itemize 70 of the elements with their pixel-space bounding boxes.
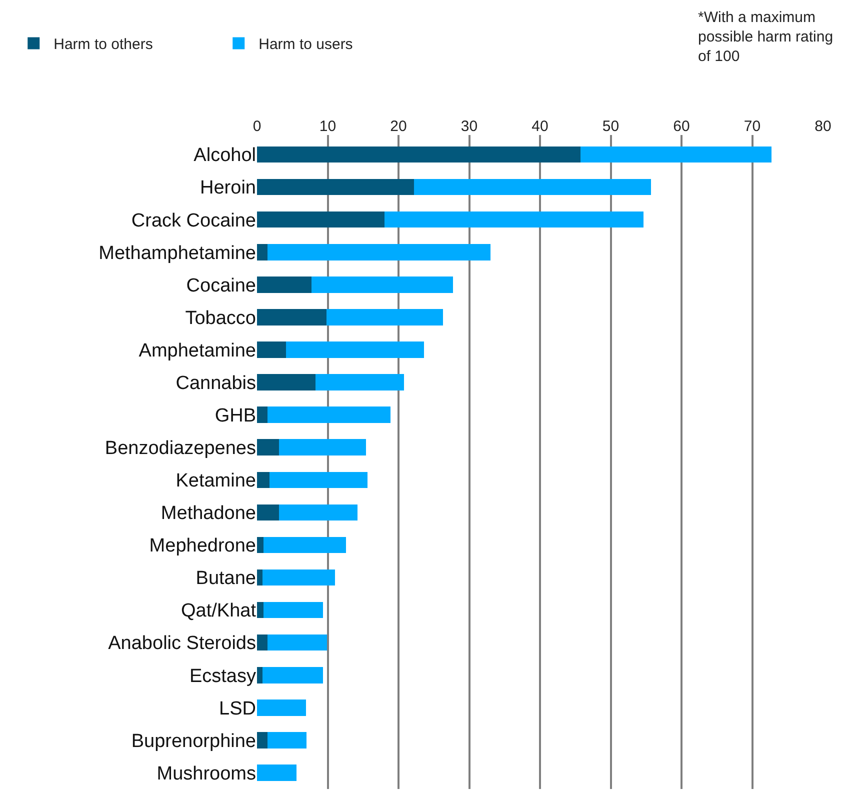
bar [268, 406, 391, 423]
bar [414, 178, 652, 196]
bar [257, 764, 297, 781]
bar [257, 406, 268, 423]
bar [257, 732, 268, 748]
bar [316, 374, 404, 390]
x-tick-label: 80 [814, 118, 832, 135]
bar [257, 342, 286, 358]
bar [262, 569, 335, 586]
x-tick-label: 0 [252, 118, 262, 135]
y-tick-label: GHB [214, 405, 256, 426]
y-tick-label: Cocaine [186, 275, 256, 296]
bar [257, 211, 384, 228]
bar [262, 666, 323, 684]
x-tick-label: 20 [390, 118, 407, 135]
y-tick-label: Alcohol [194, 145, 256, 166]
legend-label: Harm to others [54, 36, 153, 54]
bar [257, 244, 268, 260]
bar [270, 472, 368, 488]
bar [268, 634, 328, 651]
bar [257, 602, 264, 618]
x-tick-label: 60 [673, 118, 690, 135]
bar [286, 342, 424, 358]
y-tick-label: Methamphetamine [98, 242, 256, 264]
text: *With a maximum possible harm rating of 100 [698, 9, 834, 65]
bar [278, 439, 366, 456]
y-tick-label: Crack Cocaine [131, 210, 256, 232]
bar [257, 146, 580, 163]
bar [257, 374, 316, 390]
bar [311, 276, 453, 293]
bar [263, 536, 346, 554]
y-tick-label: Tobacco [185, 308, 256, 329]
y-tick-label: Amphetamine [138, 340, 256, 362]
y-tick-label: Methadone [160, 503, 256, 524]
bar [268, 732, 307, 748]
bar [257, 472, 270, 488]
legend-label: Harm to users [258, 36, 353, 54]
x-tick-label: 50 [602, 118, 620, 135]
bar [257, 309, 326, 326]
bar [326, 309, 444, 326]
bar [257, 504, 279, 521]
y-tick-label: Ketamine [176, 470, 256, 492]
y-tick-label: Benzodiazepenes [104, 438, 256, 460]
y-tick-label: Mephedrone [149, 536, 256, 557]
x-tick-label: 40 [532, 118, 548, 135]
y-tick-label: Cannabis [176, 372, 256, 394]
y-tick-label: Qat/Khat [181, 600, 257, 622]
x-tick-label: 10 [319, 118, 336, 135]
bar [257, 276, 312, 293]
bar [257, 569, 263, 586]
x-tick-label: 70 [744, 118, 761, 135]
y-tick-label: Ecstasy [189, 666, 256, 687]
y-tick-label: Anabolic Steroids [108, 633, 256, 654]
bar [257, 536, 264, 554]
bar [263, 602, 323, 618]
bar [257, 700, 306, 716]
bar [384, 211, 644, 228]
bar [257, 178, 414, 196]
y-tick-label: Buprenorphine [131, 730, 256, 752]
bar [580, 146, 772, 163]
x-tick-label: 30 [460, 118, 478, 135]
y-tick-label: Heroin [200, 178, 256, 199]
bar [257, 666, 263, 684]
y-tick-label: Mushrooms [156, 763, 256, 784]
bar [278, 504, 358, 521]
y-tick-label: Butane [196, 568, 256, 590]
bar [268, 244, 490, 260]
bar [257, 634, 268, 651]
y-tick-label: LSD [219, 698, 256, 720]
bar [257, 439, 279, 456]
